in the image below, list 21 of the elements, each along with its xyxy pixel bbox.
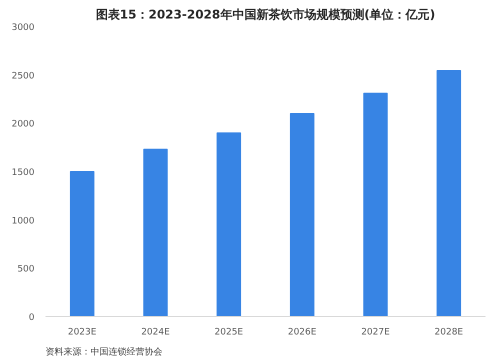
x-tick-label: 2024E xyxy=(141,328,170,338)
y-tick-label: 1500 xyxy=(12,168,35,178)
bar xyxy=(363,92,388,316)
y-tick-label: 1000 xyxy=(12,216,35,226)
y-tick-label: 2500 xyxy=(12,71,35,82)
bar xyxy=(436,70,462,316)
text: 资料来源：中国连锁经营协会 xyxy=(46,346,162,358)
y-tick-label: 3000 xyxy=(12,23,35,33)
bar xyxy=(216,132,242,316)
x-tick-label: 2023E xyxy=(68,328,97,338)
bar xyxy=(290,113,314,316)
y-tick-label: 0 xyxy=(28,313,35,323)
y-tick-label: 500 xyxy=(17,264,35,275)
x-tick-label: 2028E xyxy=(434,328,464,338)
x-tick-label: 2027E xyxy=(361,328,390,338)
x-tick-label: 2025E xyxy=(214,328,244,338)
bar xyxy=(143,148,168,316)
bar xyxy=(70,171,94,316)
chart-title: 图表15：2023-2028年中国新茶饮市场规模预测(单位：亿元) xyxy=(96,8,436,22)
y-tick-label: 2000 xyxy=(12,120,35,130)
x-tick-label: 2026E xyxy=(288,328,317,338)
